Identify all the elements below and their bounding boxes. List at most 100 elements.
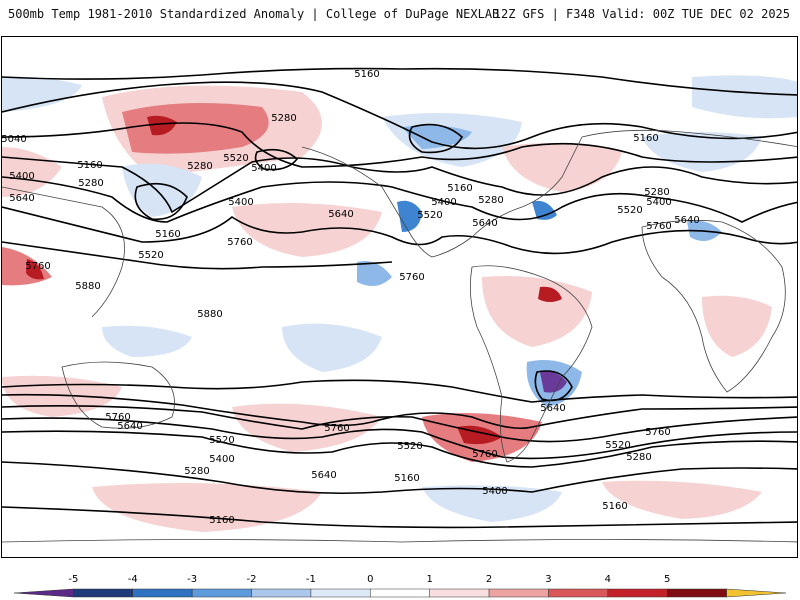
coastline-antarctica: [2, 539, 797, 543]
colorbar-tick-labels: -5 -4 -3 -2 -1 0 1 2 3 4 5: [68, 574, 670, 585]
contour-label-5760-south-d: 5760: [645, 427, 670, 438]
colorbar-tick-label: 5: [664, 574, 670, 585]
contour-label-5520-us: 5520: [417, 210, 442, 221]
contour-label-5760-africa: 5760: [646, 221, 671, 232]
colorbar-tick-label: -4: [128, 574, 138, 585]
contour-5160-antarctic: [2, 506, 797, 529]
contour-label-5640-south-b: 5640: [311, 470, 336, 481]
cold-anomaly-antarctic: [422, 485, 562, 522]
colorbar-swatch: [429, 588, 490, 598]
cold-anomaly-south-pacific: [282, 323, 382, 372]
colorbar-tick-label: -3: [187, 574, 197, 585]
contour-5280-north: [2, 81, 797, 150]
contour-label-5400-pacific: 5400: [251, 163, 276, 174]
contour-label-5160: 5160: [354, 69, 379, 80]
strong-warm-anomaly-amazon: [538, 286, 562, 302]
strong-warm-anomaly-aleutians: [147, 115, 177, 136]
contour-closed-low-alaska: [134, 182, 188, 221]
contour-label-5280-west: 5280: [78, 178, 103, 189]
colorbar-swatch: [370, 588, 430, 598]
anomaly-shading: [2, 75, 797, 532]
contour-5760-south: [2, 379, 797, 403]
colorbar-swatch: [310, 588, 371, 598]
coastline-south-america: [469, 265, 593, 463]
contour-label-5160-south: 5160: [209, 515, 234, 526]
cold-anomaly-central-pacific: [357, 261, 392, 286]
contour-5160-north: [2, 67, 797, 96]
contour-label-5760-south: 5760: [105, 412, 130, 423]
colorbar-tick-label: 0: [367, 574, 373, 585]
contour-label-5640-pacific: 5640: [328, 209, 353, 220]
colorbar-swatch: [488, 588, 549, 598]
coastline-eurasia: [581, 129, 797, 148]
contour-label-5760: 5760: [227, 237, 252, 248]
contour-label-5400-south: 5400: [209, 454, 234, 465]
coastline-africa: [641, 219, 786, 393]
coastline-australia: [61, 361, 175, 429]
colorbar-swatch: [191, 588, 252, 598]
contour-5640-south: [2, 393, 797, 430]
colorbar-swatch: [726, 588, 787, 598]
cold-anomaly-us-west: [397, 200, 422, 232]
coastline-north-america: [301, 136, 583, 258]
contour-label-5880: 5880: [197, 309, 222, 320]
contour-label-5160-south-b: 5160: [394, 473, 419, 484]
contour-label-5520-south-c: 5520: [605, 440, 630, 451]
contour-label-5520-alaska: 5520: [138, 250, 163, 261]
contour-label-5160-east: 5160: [633, 133, 658, 144]
colorbar-tick-label: 2: [486, 574, 492, 585]
contour-5160-south: [2, 461, 797, 495]
contour-closed-high-pacific: [254, 148, 299, 171]
warm-anomaly-southern-indian: [2, 375, 122, 417]
contour-label-5280-south-b: 5280: [626, 452, 651, 463]
warm-anomaly-atlantic: [502, 143, 622, 192]
contour-5760-north: [2, 206, 797, 255]
contour-label-5760-west: 5760: [25, 261, 50, 272]
coastlines: [2, 129, 797, 543]
warm-anomaly-africa: [702, 295, 772, 357]
cold-anomaly-west-pacific: [2, 76, 82, 112]
colorbar-tick-label: 1: [427, 574, 433, 585]
contour-closed-low-canada: [408, 123, 464, 154]
contour-label-5280-pacific: 5280: [187, 161, 212, 172]
warm-anomaly-antarctic-east: [602, 480, 762, 519]
map-panel[interactable]: 5160 5280 5400 5520 5640 5760 5880 5160 …: [1, 36, 798, 558]
contour-5280-south: [2, 430, 797, 468]
contour-label-5400-pacific-b: 5400: [228, 197, 253, 208]
contour-labels: 5160 5280 5400 5520 5640 5760 5880 5160 …: [2, 69, 700, 526]
contour-label-5160-alaska: 5160: [155, 229, 180, 240]
contour-label-5160-south-c: 5160: [602, 501, 627, 512]
contour-label-5280-europe: 5280: [644, 187, 669, 198]
contour-5520-north: [2, 156, 797, 214]
contour-label-5520-south-b: 5520: [397, 441, 422, 452]
contour-label-5640: 5640: [9, 193, 34, 204]
strong-warm-anomaly-india: [26, 259, 44, 280]
contour-label-5640-south: 5640: [117, 421, 142, 432]
contour-label-5760-south-b: 5760: [324, 423, 349, 434]
contour-closed-low-argentina: [534, 370, 573, 402]
height-contours: [2, 67, 797, 529]
contour-label-5280: 5280: [271, 113, 296, 124]
colorbar-swatch: [607, 588, 668, 598]
contour-5400-north: [2, 122, 797, 168]
extreme-cold-anomaly-argentina: [540, 371, 567, 393]
colorbar-tick-label: 4: [605, 574, 611, 585]
colorbar-swatch: [13, 588, 74, 598]
cold-anomaly-alaska-gulf: [122, 163, 202, 217]
warm-anomaly-antarctic: [92, 483, 322, 532]
contour-label-5520: 5520: [223, 153, 248, 164]
contour-label-5640-argentina: 5640: [540, 403, 565, 414]
colorbar-swatch: [73, 588, 134, 598]
colorbar-swatch: [251, 588, 312, 598]
contour-5640-north: [2, 176, 797, 223]
map-title: 500mb Temp 1981-2010 Standardized Anomal…: [8, 7, 500, 21]
contour-5520-south: [2, 404, 797, 443]
contour-label-5160-west: 5160: [77, 160, 102, 171]
contour-label-5400-canada: 5400: [431, 197, 456, 208]
contour-label-5400-europe: 5400: [646, 197, 671, 208]
colorbar-tick-label: 3: [545, 574, 551, 585]
cold-anomaly-us-east: [532, 200, 557, 220]
contour-label-5160-canada: 5160: [447, 183, 472, 194]
colorbar-tick-label: -1: [306, 574, 316, 585]
contour-label-5280-atlantic: 5280: [478, 195, 503, 206]
